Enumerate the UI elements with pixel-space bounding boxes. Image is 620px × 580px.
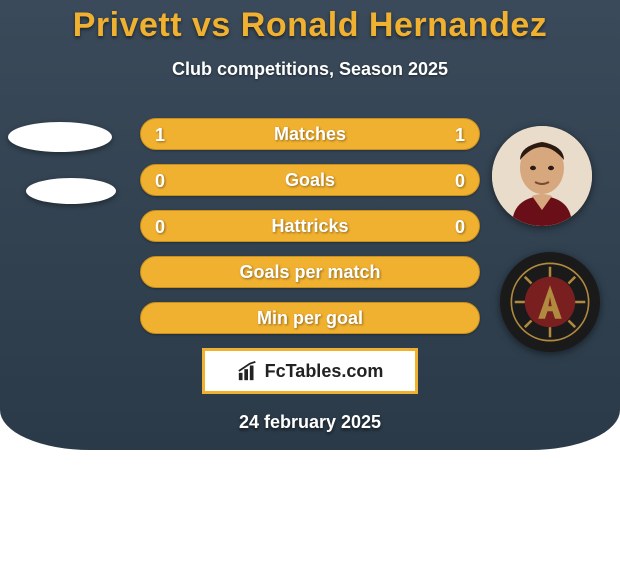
stat-row: 0 Hattricks 0 xyxy=(140,210,480,242)
stat-left-value: 0 xyxy=(155,211,165,243)
stat-row: Min per goal xyxy=(140,302,480,334)
stat-right-value: 0 xyxy=(455,211,465,243)
player-left-avatar-placeholder-1 xyxy=(8,122,112,152)
stat-row: 1 Matches 1 xyxy=(140,118,480,150)
stat-left-value: 1 xyxy=(155,119,165,151)
stat-row: 0 Goals 0 xyxy=(140,164,480,196)
page-title: Privett vs Ronald Hernandez xyxy=(0,0,620,45)
club-badge xyxy=(500,252,600,352)
stat-label: Hattricks xyxy=(271,216,348,237)
brand-label: FcTables.com xyxy=(265,361,384,382)
stat-label: Goals xyxy=(285,170,335,191)
player-left-avatar-placeholder-2 xyxy=(26,178,116,204)
stat-label: Min per goal xyxy=(257,308,363,329)
comparison-card: Privett vs Ronald Hernandez Club competi… xyxy=(0,0,620,450)
stat-row: Goals per match xyxy=(140,256,480,288)
stat-left-value: 0 xyxy=(155,165,165,197)
player-right-avatar xyxy=(492,126,592,226)
brand-box: FcTables.com xyxy=(202,348,418,394)
stat-right-value: 1 xyxy=(455,119,465,151)
date-label: 24 february 2025 xyxy=(0,412,620,433)
stat-label: Matches xyxy=(274,124,346,145)
bar-chart-icon xyxy=(237,360,259,382)
subtitle: Club competitions, Season 2025 xyxy=(0,59,620,80)
stat-right-value: 0 xyxy=(455,165,465,197)
stat-label: Goals per match xyxy=(239,262,380,283)
